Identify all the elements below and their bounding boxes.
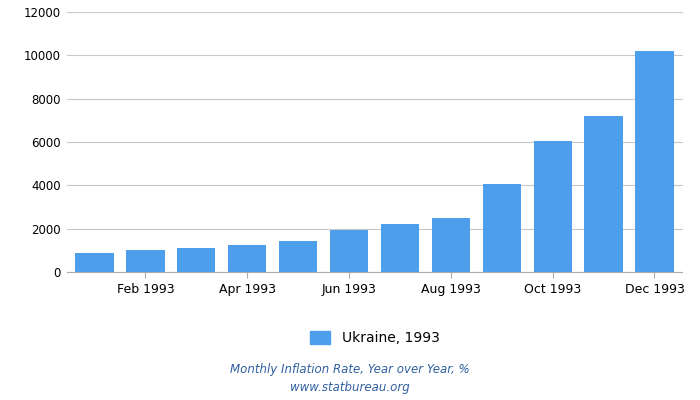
Bar <box>279 240 317 272</box>
Bar <box>533 141 572 272</box>
Bar <box>228 245 266 272</box>
Bar <box>76 252 113 272</box>
Text: www.statbureau.org: www.statbureau.org <box>290 382 410 394</box>
Bar <box>381 224 419 272</box>
Bar <box>432 218 470 272</box>
Legend: Ukraine, 1993: Ukraine, 1993 <box>304 326 445 351</box>
Text: Monthly Inflation Rate, Year over Year, %: Monthly Inflation Rate, Year over Year, … <box>230 364 470 376</box>
Bar <box>636 51 673 272</box>
Bar <box>126 250 164 272</box>
Bar <box>177 248 216 272</box>
Bar <box>584 116 623 272</box>
Bar <box>330 230 368 272</box>
Bar <box>483 184 521 272</box>
